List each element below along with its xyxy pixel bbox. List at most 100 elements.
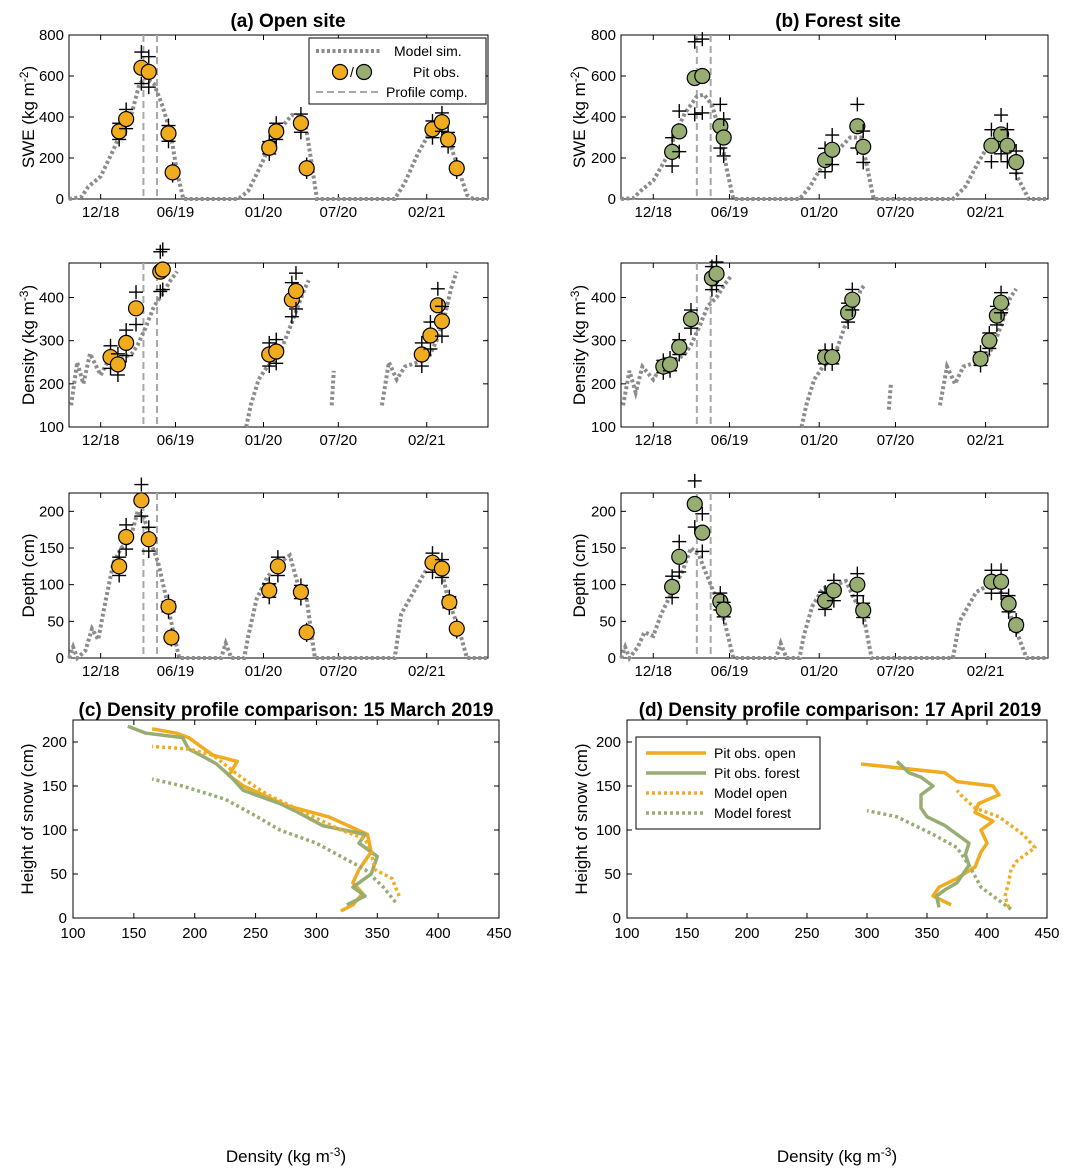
- profile-series-line: [955, 789, 1037, 908]
- pit-obs-point: [160, 598, 177, 615]
- x-tick-label: 150: [121, 925, 146, 942]
- y-tick-label: 0: [608, 191, 616, 208]
- y-tick-label: 400: [39, 109, 64, 126]
- pit-obs-point: [992, 294, 1010, 311]
- y-tick-label: 200: [591, 503, 616, 520]
- x-tick-label: 01/20: [800, 663, 838, 680]
- x-tick-label: 06/19: [157, 432, 195, 449]
- x-tick-label: 200: [734, 925, 759, 942]
- plot-frame: [620, 492, 1049, 659]
- model-sim-line: [379, 270, 459, 406]
- pit-obs-point: [118, 528, 135, 546]
- profile-series-line: [866, 808, 1013, 911]
- profile-series-line: [151, 777, 397, 904]
- plot-frame: [68, 492, 489, 659]
- y-tick-label: 800: [39, 27, 64, 44]
- x-tick-label: 150: [674, 925, 699, 942]
- x-tick-label: 01/20: [800, 204, 838, 221]
- x-tick-label: 02/21: [967, 432, 1005, 449]
- y-tick-label: 200: [591, 376, 616, 393]
- y-tick-label: 400: [591, 290, 616, 307]
- pit-obs-point: [429, 297, 446, 314]
- x-tick-label: 01/20: [245, 432, 283, 449]
- panel-d-title: (d) Density profile comparison: 17 April…: [639, 700, 1042, 721]
- legend-profile-label: Profile comp.: [386, 84, 468, 100]
- pit-obs-point: [111, 558, 128, 575]
- profile-series-line: [127, 724, 380, 907]
- pit-obs-point: [441, 594, 458, 611]
- y-tick-label: 600: [39, 68, 64, 85]
- y-tick-label: 100: [591, 419, 616, 436]
- x-tick-label: 07/20: [877, 432, 915, 449]
- pit-obs-point: [715, 601, 732, 618]
- y-tick-label: 200: [591, 150, 616, 167]
- pit-obs-point: [1008, 616, 1025, 634]
- x-tick-label: 02/21: [967, 663, 1005, 680]
- plots-layer: 0 200 400 600 800 12/18 06/19 01/20 07/20 02/21 SW…: [17, 27, 1060, 1166]
- x-tick-label: 12/18: [82, 204, 120, 221]
- y-tick-label: 150: [39, 540, 64, 557]
- y-axis-label: Depth (cm): [19, 533, 38, 617]
- y-tick-label: 200: [39, 376, 64, 393]
- x-tick-label: 450: [486, 925, 511, 942]
- pit-obs-point: [981, 332, 998, 349]
- x-tick-label: 01/20: [800, 432, 838, 449]
- x-tick-label: 200: [182, 925, 207, 942]
- y-axis-label: Density (kg m-3): [568, 285, 589, 405]
- plot-frame: [626, 719, 1048, 919]
- x-tick-label: 350: [914, 925, 939, 942]
- pit-obs-point: [127, 300, 145, 317]
- pit-obs-point: [682, 311, 700, 328]
- y-axis-label: Height of snow (cm): [18, 743, 37, 894]
- pit-obs-point: [849, 576, 866, 593]
- pit-obs-point: [664, 578, 681, 595]
- x-tick-label: 250: [794, 925, 819, 942]
- y-tick-label: 200: [42, 734, 67, 751]
- x-tick-label: 300: [854, 925, 879, 942]
- pit-obs-point: [855, 602, 872, 619]
- x-tick-label: 06/19: [711, 663, 749, 680]
- pit-obs-point: [433, 560, 451, 577]
- y-tick-label: 150: [42, 778, 67, 795]
- y-tick-label: 800: [591, 27, 616, 44]
- pit-obs-point: [999, 137, 1016, 154]
- y-tick-label: 0: [56, 650, 64, 667]
- panel-b-title: (b) Forest site: [775, 11, 901, 32]
- x-tick-label: 06/19: [711, 204, 749, 221]
- plot-frame: [72, 719, 500, 919]
- pit-obs-point: [694, 524, 711, 541]
- legend-model-label: Model sim.: [394, 43, 462, 59]
- legend-pit-forest-swatch: [355, 63, 373, 81]
- pit-obs-point: [992, 573, 1010, 590]
- y-axis-label: Depth (cm): [570, 533, 589, 617]
- legend-pit-separator: /: [350, 64, 354, 80]
- pit-obs-point: [671, 339, 688, 356]
- y-tick-label: 100: [596, 822, 621, 839]
- y-axis-label: SWE (kg m-2): [17, 66, 38, 168]
- pit-obs-point: [287, 282, 305, 300]
- pit-obs-point: [118, 334, 135, 351]
- x-tick-label: 02/21: [408, 663, 446, 680]
- profile-series-line: [895, 760, 971, 908]
- y-tick-label: 200: [39, 150, 64, 167]
- y-tick-label: 100: [39, 577, 64, 594]
- pit-obs-point: [671, 548, 688, 565]
- x-tick-label: 06/19: [157, 204, 195, 221]
- pit-obs-point: [118, 110, 135, 128]
- x-tick-label: 06/19: [157, 663, 195, 680]
- pit-obs-point: [261, 582, 278, 599]
- pit-obs-point: [849, 118, 866, 135]
- x-tick-label: 450: [1034, 925, 1059, 942]
- pit-obs-point: [268, 343, 285, 360]
- y-tick-label: 50: [599, 613, 616, 630]
- pit-obs-point: [1008, 154, 1025, 171]
- y-tick-label: 50: [50, 866, 67, 883]
- pit-obs-point: [269, 558, 286, 575]
- x-tick-label: 06/19: [711, 432, 749, 449]
- pit-obs-point: [292, 115, 310, 132]
- x-tick-label: 12/18: [82, 663, 120, 680]
- x-axis-label: Density (kg m-3): [777, 1145, 897, 1166]
- x-tick-label: 02/21: [967, 204, 1005, 221]
- pit-obs-point: [715, 129, 732, 146]
- y-tick-label: 0: [608, 650, 616, 667]
